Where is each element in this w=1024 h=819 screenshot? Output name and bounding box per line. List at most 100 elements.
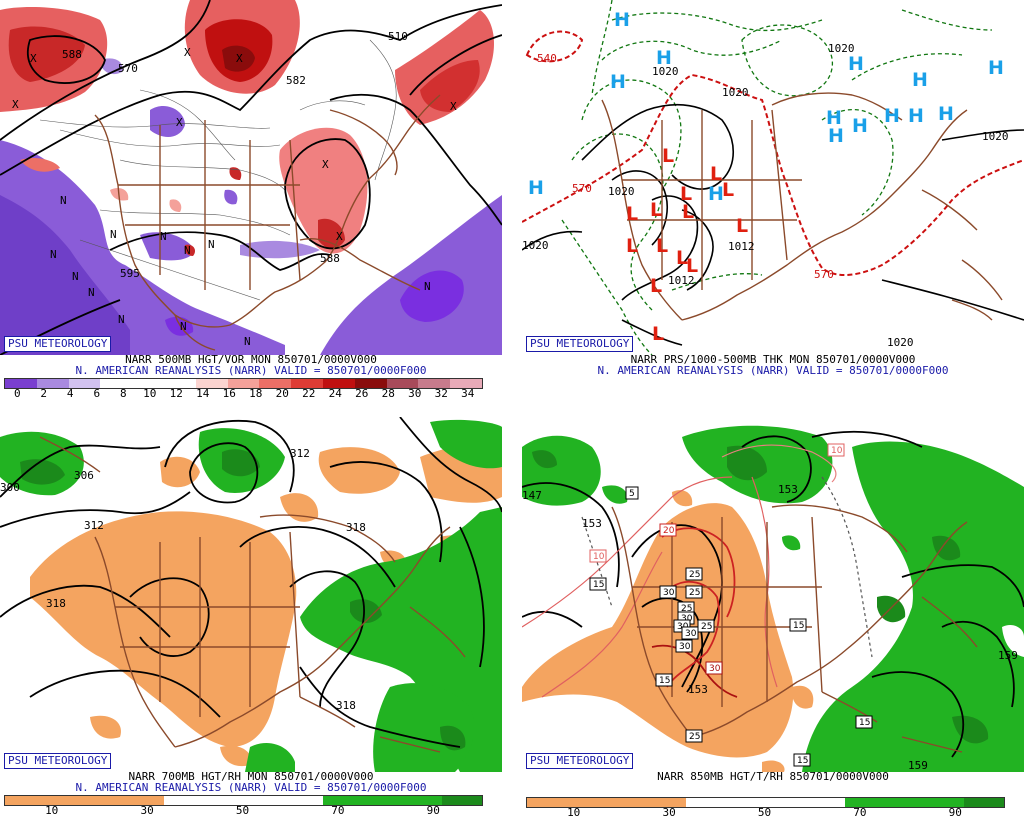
colorbar-swatch <box>195 379 228 388</box>
moist-air-shading <box>522 425 1024 772</box>
svg-text:30: 30 <box>681 614 693 624</box>
colorbar-swatch <box>124 796 164 805</box>
colorbar-tick-label: 50 <box>757 806 772 819</box>
vorticity-extrema-symbols: X X X X X X X N N N N N N N N N N N N X <box>12 46 457 348</box>
psu-meteorology-credit: PSU METEOROLOGY <box>4 753 112 769</box>
svg-text:306: 306 <box>74 469 94 482</box>
svg-text:595: 595 <box>120 267 140 280</box>
colorbar-tick-label: 22 <box>302 387 316 400</box>
svg-text:N: N <box>110 228 117 241</box>
svg-text:15: 15 <box>793 621 804 631</box>
colorbar-tick-label: 8 <box>119 387 127 400</box>
temp-label-box: 15 <box>793 753 811 767</box>
svg-text:1020: 1020 <box>722 86 749 99</box>
colorbar-tick-label: 12 <box>169 387 183 400</box>
svg-text:1020: 1020 <box>652 65 679 78</box>
temp-label-box: 30 <box>675 639 693 653</box>
colorbar-swatch <box>354 379 387 388</box>
colorbar-swatch <box>924 798 965 807</box>
colorbar-tick-label: 34 <box>461 387 475 400</box>
temp-label-box: 25 <box>685 729 703 743</box>
svg-text:15: 15 <box>593 580 604 590</box>
caption-title: NARR PRS/1000-500MB THK MON 850701/0000V… <box>630 353 916 366</box>
colorbar-swatch <box>84 796 125 805</box>
colorbar-tick-label: 4 <box>66 387 74 400</box>
svg-text:X: X <box>236 52 243 65</box>
svg-text:H: H <box>852 115 868 137</box>
svg-text:25: 25 <box>689 588 700 598</box>
temp-label-box: 25 <box>685 585 703 599</box>
svg-text:H: H <box>614 9 630 31</box>
svg-text:N: N <box>72 270 79 283</box>
colorbar-swatch <box>323 796 363 805</box>
colorbar-tick-label: 30 <box>140 804 154 817</box>
svg-text:318: 318 <box>46 597 66 610</box>
coastlines-and-borders <box>39 436 466 753</box>
svg-text:X: X <box>184 46 191 59</box>
svg-text:L: L <box>626 235 638 257</box>
svg-text:147: 147 <box>522 489 542 502</box>
colorbar <box>4 378 483 389</box>
temperature-contours <box>522 444 873 698</box>
svg-text:15: 15 <box>659 676 670 686</box>
svg-text:318: 318 <box>346 521 366 534</box>
psu-meteorology-credit: PSU METEOROLOGY <box>526 753 634 769</box>
svg-text:H: H <box>938 103 954 125</box>
temp-label-box: 5 <box>625 486 639 500</box>
svg-text:H: H <box>908 105 924 127</box>
svg-text:588: 588 <box>62 48 82 61</box>
svg-text:1012: 1012 <box>728 240 755 253</box>
svg-text:1020: 1020 <box>828 42 855 55</box>
panel-pressure-thickness: 540 1020 1020 1020 1020 1020 570 570 102… <box>522 0 1024 402</box>
rh850-map: 147 153 153 159 159 153 10 5 20 10 15 25… <box>522 417 1024 772</box>
temp-label-box: 15 <box>655 673 673 687</box>
colorbar-ticks: 10 30 50 70 90 <box>4 805 481 817</box>
colorbar-swatch <box>291 379 323 388</box>
svg-text:H: H <box>884 105 900 127</box>
svg-text:X: X <box>322 158 329 171</box>
colorbar-swatch <box>845 798 885 807</box>
svg-text:153: 153 <box>688 683 708 696</box>
svg-text:L: L <box>626 203 638 225</box>
svg-text:N: N <box>180 320 187 333</box>
svg-text:L: L <box>686 255 698 277</box>
svg-text:H: H <box>528 177 544 199</box>
svg-text:H: H <box>828 125 844 147</box>
svg-text:H: H <box>848 53 864 75</box>
svg-text:30: 30 <box>685 629 697 639</box>
svg-text:159: 159 <box>998 649 1018 662</box>
colorbar-swatch <box>884 798 925 807</box>
svg-text:L: L <box>736 215 748 237</box>
colorbar-swatch <box>442 796 482 805</box>
colorbar-swatch <box>132 379 164 388</box>
colorbar-tick-label: 10 <box>45 804 59 817</box>
svg-text:N: N <box>208 238 215 251</box>
height-contours <box>0 417 502 748</box>
svg-text:25: 25 <box>689 732 700 742</box>
thickness-map: 540 1020 1020 1020 1020 1020 570 570 102… <box>522 0 1024 355</box>
rh700-map: 306 300 312 312 318 318 318 <box>0 417 502 772</box>
colorbar-swatch <box>259 379 292 388</box>
svg-text:N: N <box>244 335 251 348</box>
colorbar-tick-label: 10 <box>143 387 157 400</box>
colorbar-tick-label: 70 <box>331 804 345 817</box>
temp-label-box: 10 <box>827 443 845 457</box>
svg-text:15: 15 <box>797 756 808 766</box>
svg-text:312: 312 <box>84 519 104 532</box>
caption-valid: N. AMERICAN REANALYSIS (NARR) VALID = 85… <box>75 364 427 377</box>
colorbar-tick-label: 0 <box>13 387 21 400</box>
vorticity-contour-labels: 588 570 582 510 588 595 <box>62 30 408 280</box>
low-pressure-centers: L L L L L L L L L L L L L L <box>626 145 748 345</box>
isobar-contours-black <box>522 104 1024 346</box>
colorbar-tick-label: 50 <box>235 804 250 817</box>
caption-title: NARR 850MB HGT/T/RH 850701/0000V000 <box>657 770 889 783</box>
temp-label-box: 10 <box>589 549 607 563</box>
colorbar-tick-label: 28 <box>381 387 395 400</box>
svg-text:25: 25 <box>681 604 692 614</box>
svg-text:20: 20 <box>663 526 675 536</box>
colorbar-swatch <box>36 379 69 388</box>
temp-label-box: 25 <box>697 619 715 633</box>
colorbar-tick-label: 30 <box>662 806 676 819</box>
colorbar-tick-label: 6 <box>93 387 101 400</box>
temp-label-box: 15 <box>789 618 807 632</box>
